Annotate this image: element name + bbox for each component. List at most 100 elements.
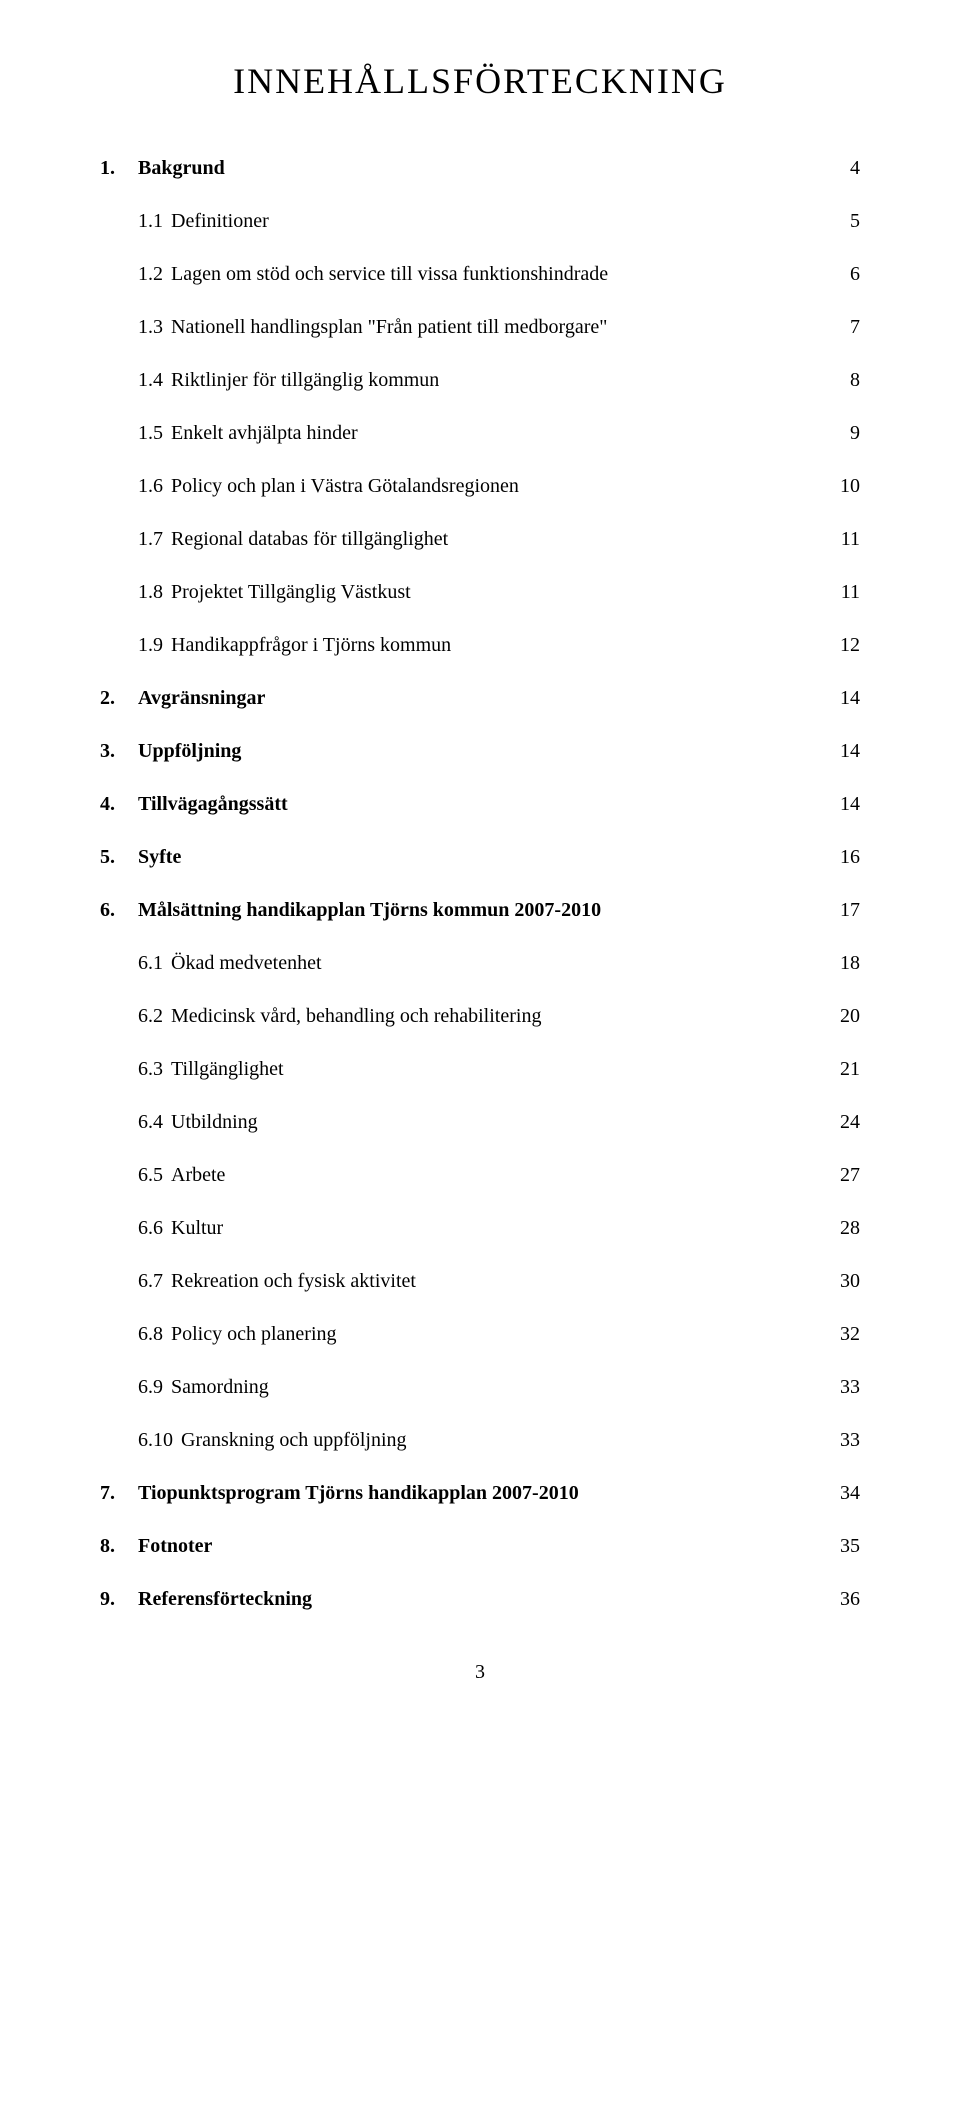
toc-entry: 1.3Nationell handlingsplan "Från patient… [100, 316, 860, 339]
toc-entry-text: Ökad medvetenhet [171, 952, 322, 975]
toc-entry-page: 24 [830, 1111, 860, 1134]
toc-entry-text: Målsättning handikapplan Tjörns kommun 2… [138, 899, 601, 922]
toc-entry: 6.9Samordning33 [100, 1376, 860, 1399]
toc-entry-page: 28 [830, 1217, 860, 1240]
toc-entry-page: 16 [830, 846, 860, 869]
toc-entry-left: 1.4Riktlinjer för tillgänglig kommun [138, 369, 439, 392]
toc-entry: 6.2Medicinsk vård, behandling och rehabi… [100, 1005, 860, 1028]
toc-entry-number: 6.10 [138, 1429, 173, 1452]
toc-entry-left: 1.8Projektet Tillgänglig Västkust [138, 581, 411, 604]
toc-entry-number: 6.5 [138, 1164, 163, 1187]
toc-entry: 9.Referensförteckning36 [100, 1588, 860, 1611]
toc-entry: 5.Syfte 16 [100, 846, 860, 869]
toc-entry-text: Uppföljning [138, 740, 241, 763]
toc-entry: 6.Målsättning handikapplan Tjörns kommun… [100, 899, 860, 922]
toc-entry-number: 8. [100, 1535, 138, 1558]
toc-entry-text: Arbete [171, 1164, 225, 1187]
toc-entry-text: Utbildning [171, 1111, 258, 1134]
toc-entry-number: 6.7 [138, 1270, 163, 1293]
toc-entry-number: 6.9 [138, 1376, 163, 1399]
toc-entry: 6.6Kultur28 [100, 1217, 860, 1240]
toc-entry-left: 6.2Medicinsk vård, behandling och rehabi… [138, 1005, 541, 1028]
toc-entry-left: 6.5 Arbete [138, 1164, 225, 1187]
toc-entry-text: Rekreation och fysisk aktivitet [171, 1270, 416, 1293]
toc-entry-number: 1.2 [138, 263, 163, 286]
toc-entry: 1.5Enkelt avhjälpta hinder9 [100, 422, 860, 445]
toc-entry-page: 32 [830, 1323, 860, 1346]
toc-entry-page: 27 [830, 1164, 860, 1187]
toc-entry: 6.8Policy och planering 32 [100, 1323, 860, 1346]
toc-entry-page: 10 [830, 475, 860, 498]
toc-entry: 6.5 Arbete 27 [100, 1164, 860, 1187]
toc-entry: 4.Tillvägagångssätt14 [100, 793, 860, 816]
toc-entry-number: 4. [100, 793, 138, 816]
toc-entry: 1.Bakgrund 4 [100, 157, 860, 180]
toc-entry-text: Lagen om stöd och service till vissa fun… [171, 263, 608, 286]
toc-entry-text: Bakgrund [138, 157, 225, 180]
toc-entry-number: 6.8 [138, 1323, 163, 1346]
toc-entry: 1.8Projektet Tillgänglig Västkust 11 [100, 581, 860, 604]
toc-entry-left: 1.9 Handikappfrågor i Tjörns kommun [138, 634, 451, 657]
toc-entry-page: 30 [830, 1270, 860, 1293]
toc-entry-text: Regional databas för tillgänglighet [171, 528, 448, 551]
toc-entry-left: 6.10Granskning och uppföljning [138, 1429, 407, 1452]
toc-entry-page: 8 [830, 369, 860, 392]
toc-entry-left: 1.Bakgrund [100, 157, 225, 180]
toc-entry-left: 6.Målsättning handikapplan Tjörns kommun… [100, 899, 601, 922]
toc-entry-text: Riktlinjer för tillgänglig kommun [171, 369, 439, 392]
toc-entry-page: 20 [830, 1005, 860, 1028]
toc-entry-number: 6.4 [138, 1111, 163, 1134]
toc-entry: 7.Tiopunktsprogram Tjörns handikapplan 2… [100, 1482, 860, 1505]
toc-entry-text: Policy och plan i Västra Götalandsregion… [171, 475, 519, 498]
toc-entry: 1.6 Policy och plan i Västra Götalandsreg… [100, 475, 860, 498]
toc-entry-page: 14 [830, 687, 860, 710]
toc-entry-text: Tiopunktsprogram Tjörns handikapplan 200… [138, 1482, 579, 1505]
toc-entry: 1.1Definitioner5 [100, 210, 860, 233]
toc-entry-page: 18 [830, 952, 860, 975]
toc-entry: 6.1Ökad medvetenhet18 [100, 952, 860, 975]
toc-entry-text: Enkelt avhjälpta hinder [171, 422, 358, 445]
toc-entry-text: Samordning [171, 1376, 269, 1399]
toc-entry-page: 6 [830, 263, 860, 286]
toc-entry-page: 4 [830, 157, 860, 180]
toc-entry-number: 1.8 [138, 581, 163, 604]
toc-entry-left: 1.6 Policy och plan i Västra Götalandsreg… [138, 475, 519, 498]
toc-entry-number: 2. [100, 687, 138, 710]
toc-entry-number: 9. [100, 1588, 138, 1611]
toc-entry-number: 1.6 [138, 475, 163, 498]
toc-entry-left: 5.Syfte [100, 846, 181, 869]
toc-entry-page: 33 [830, 1429, 860, 1452]
toc-entry-left: 1.1 Definitioner [138, 210, 269, 233]
toc-entry-left: 1.2 Lagen om stöd och service till vissa … [138, 263, 608, 286]
toc-entry-page: 9 [830, 422, 860, 445]
toc-entry: 1.2 Lagen om stöd och service till vissa … [100, 263, 860, 286]
toc-entry-number: 1.1 [138, 210, 163, 233]
toc-entry-page: 11 [830, 528, 860, 551]
toc-entry-text: Handikappfrågor i Tjörns kommun [171, 634, 451, 657]
toc-entry-text: Definitioner [171, 210, 269, 233]
toc-entry-left: 1.3Nationell handlingsplan "Från patient… [138, 316, 607, 339]
toc-entry-left: 6.8Policy och planering [138, 1323, 337, 1346]
toc-entry-number: 6.3 [138, 1058, 163, 1081]
toc-entry-left: 6.7 Rekreation och fysisk aktivitet [138, 1270, 416, 1293]
toc-container: 1.Bakgrund41.1Definitioner51.2Lagen om s… [100, 157, 860, 1611]
toc-entry-page: 11 [830, 581, 860, 604]
toc-entry-text: Nationell handlingsplan "Från patient ti… [171, 316, 607, 339]
toc-entry-number: 1.7 [138, 528, 163, 551]
toc-entry-text: Medicinsk vård, behandling och rehabilit… [171, 1005, 541, 1028]
toc-entry-text: Kultur [171, 1217, 223, 1240]
toc-entry: 2.Avgränsningar 14 [100, 687, 860, 710]
toc-entry-left: 6.9 Samordning [138, 1376, 269, 1399]
toc-entry-left: 1.7 Regional databas för tillgänglighet [138, 528, 448, 551]
toc-entry: 6.7 Rekreation och fysisk aktivitet 30 [100, 1270, 860, 1293]
toc-entry-number: 6. [100, 899, 138, 922]
toc-entry-number: 1. [100, 157, 138, 180]
toc-entry-left: 3.Uppföljning [100, 740, 241, 763]
toc-entry-number: 1.9 [138, 634, 163, 657]
toc-entry-page: 21 [830, 1058, 860, 1081]
toc-entry-number: 7. [100, 1482, 138, 1505]
toc-entry-text: Syfte [138, 846, 181, 869]
toc-entry-left: 2.Avgränsningar [100, 687, 265, 710]
toc-entry: 1.4Riktlinjer för tillgänglig kommun 8 [100, 369, 860, 392]
toc-entry: 3.Uppföljning14 [100, 740, 860, 763]
